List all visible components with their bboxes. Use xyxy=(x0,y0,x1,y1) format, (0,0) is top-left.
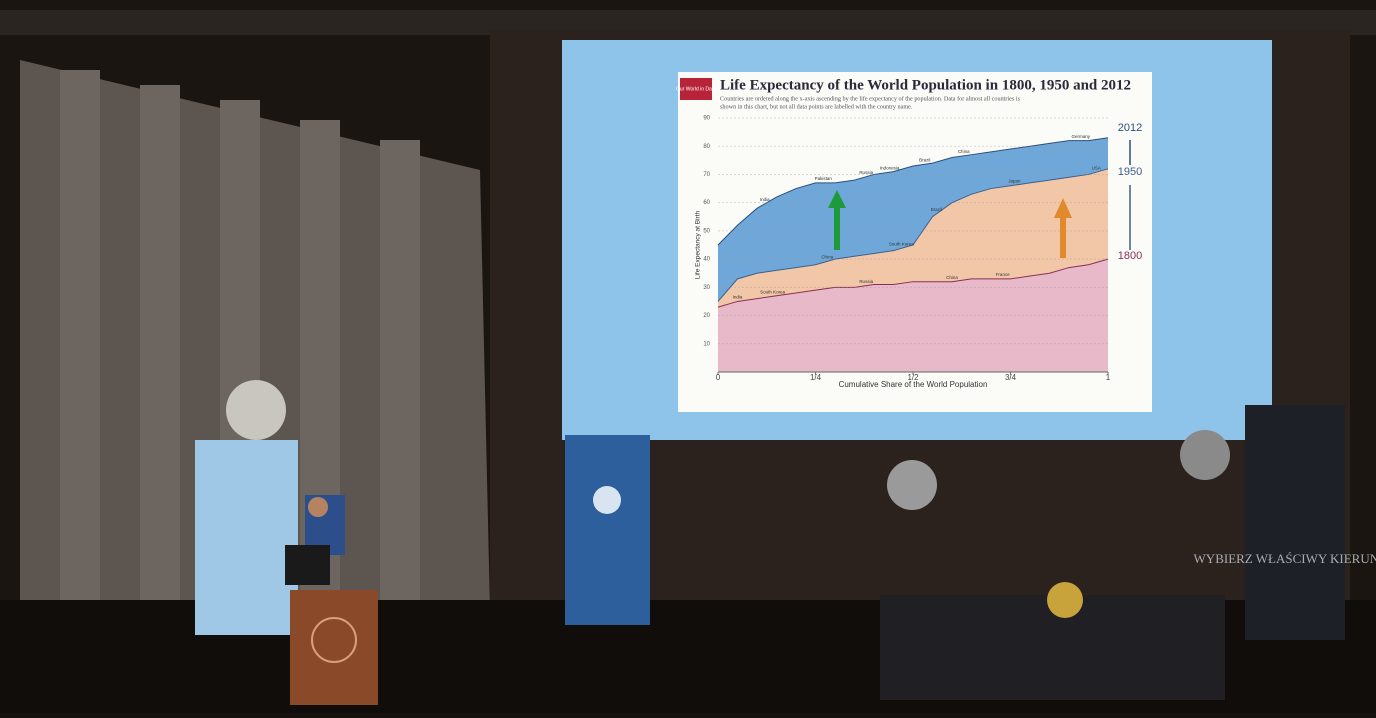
right-banner xyxy=(1245,405,1345,640)
wall-stripe xyxy=(140,85,180,605)
y-tick-label: 40 xyxy=(703,257,710,263)
y-tick-label: 90 xyxy=(703,116,710,122)
podium xyxy=(290,590,378,705)
country-label: Russia xyxy=(859,170,873,175)
x-tick-label: 3/4 xyxy=(1005,373,1017,382)
y-tick-label: 10 xyxy=(703,341,710,347)
page: Our World in Data Life Expectancy of the… xyxy=(0,0,1376,713)
legend-label: 1800 xyxy=(1118,250,1142,262)
country-label: South Korea xyxy=(889,242,915,247)
wall-stripe xyxy=(380,140,420,600)
spotlight xyxy=(226,380,286,440)
chart-subtitle: Countries are ordered along the x-axis a… xyxy=(720,95,1021,102)
country-label: Brazil xyxy=(931,207,942,212)
legend-label: 1950 xyxy=(1118,166,1142,178)
country-label: Brazil xyxy=(919,157,930,162)
x-tick-label: 1/4 xyxy=(810,373,822,382)
country-label: France xyxy=(996,272,1011,277)
country-label: India xyxy=(733,295,743,300)
wall-stripe xyxy=(60,70,100,600)
banner-text: WYBIERZ WŁAŚCIWY KIERUNEK xyxy=(1194,551,1376,566)
y-tick-label: 60 xyxy=(703,200,710,206)
country-label: USA xyxy=(1092,165,1101,170)
y-tick-label: 20 xyxy=(703,313,710,319)
x-tick-label: 1 xyxy=(1106,373,1111,382)
flowers xyxy=(1047,582,1083,618)
country-label: South Korea xyxy=(760,290,786,295)
country-label: China xyxy=(946,275,958,280)
y-axis-label: Life Expectancy at Birth xyxy=(695,210,702,279)
country-label: Pakistan xyxy=(815,176,833,181)
chart-title: Life Expectancy of the World Population … xyxy=(720,77,1131,93)
legend-label: 2012 xyxy=(1118,122,1142,134)
y-tick-label: 70 xyxy=(703,172,710,178)
country-label: China xyxy=(958,149,970,154)
logo: Our World in Data xyxy=(676,86,716,92)
country-label: China xyxy=(821,255,833,260)
center-banner xyxy=(565,435,650,625)
country-label: Japan xyxy=(1008,178,1021,183)
y-tick-label: 50 xyxy=(703,228,710,234)
country-label: India xyxy=(760,197,770,202)
speaker-head xyxy=(308,497,328,517)
chart-subtitle: shown in this chart, but not all data po… xyxy=(720,103,913,110)
left-banner xyxy=(195,440,298,635)
scene: Our World in Data Life Expectancy of the… xyxy=(0,0,1376,713)
country-label: Indonesia xyxy=(880,165,900,170)
x-axis-label: Cumulative Share of the World Population xyxy=(839,380,988,389)
x-tick-label: 0 xyxy=(716,373,721,382)
spotlight xyxy=(1180,430,1230,480)
y-tick-label: 30 xyxy=(703,285,710,291)
country-label: Germany xyxy=(1071,134,1090,139)
country-label: Russia xyxy=(859,279,873,284)
monitor xyxy=(285,545,330,585)
y-tick-label: 80 xyxy=(703,144,710,150)
spotlight xyxy=(887,460,937,510)
banner-emblem xyxy=(593,486,621,514)
